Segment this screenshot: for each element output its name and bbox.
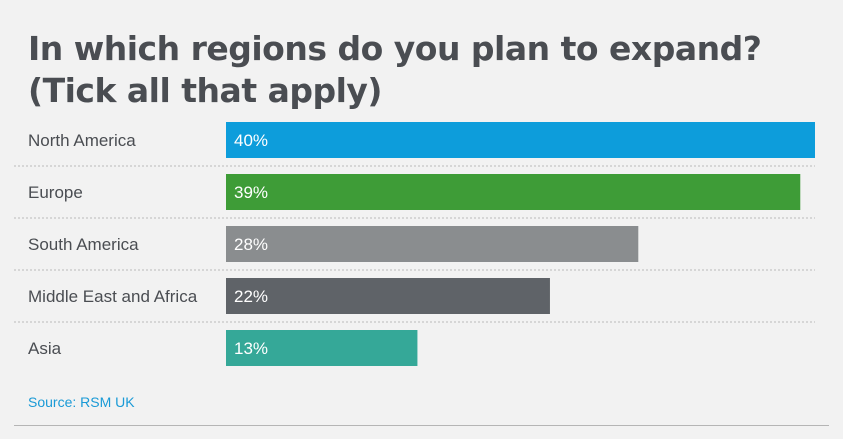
source-note: Source: RSM UK bbox=[28, 394, 135, 410]
value-label: 22% bbox=[234, 287, 268, 306]
value-label: 13% bbox=[234, 339, 268, 358]
category-label: South America bbox=[28, 235, 139, 254]
bar bbox=[226, 174, 801, 210]
category-label: Europe bbox=[28, 183, 83, 202]
value-label: 39% bbox=[234, 183, 268, 202]
category-label: Middle East and Africa bbox=[28, 287, 198, 306]
value-label: 28% bbox=[234, 235, 268, 254]
value-label: 40% bbox=[234, 131, 268, 150]
chart-title: In which regions do you plan to expand? … bbox=[28, 29, 762, 110]
category-label: North America bbox=[28, 131, 136, 150]
bottom-divider bbox=[14, 425, 829, 426]
bar bbox=[226, 226, 639, 262]
bar bbox=[226, 122, 815, 158]
category-label: Asia bbox=[28, 339, 62, 358]
bar bbox=[226, 330, 418, 366]
bar bbox=[226, 278, 550, 314]
